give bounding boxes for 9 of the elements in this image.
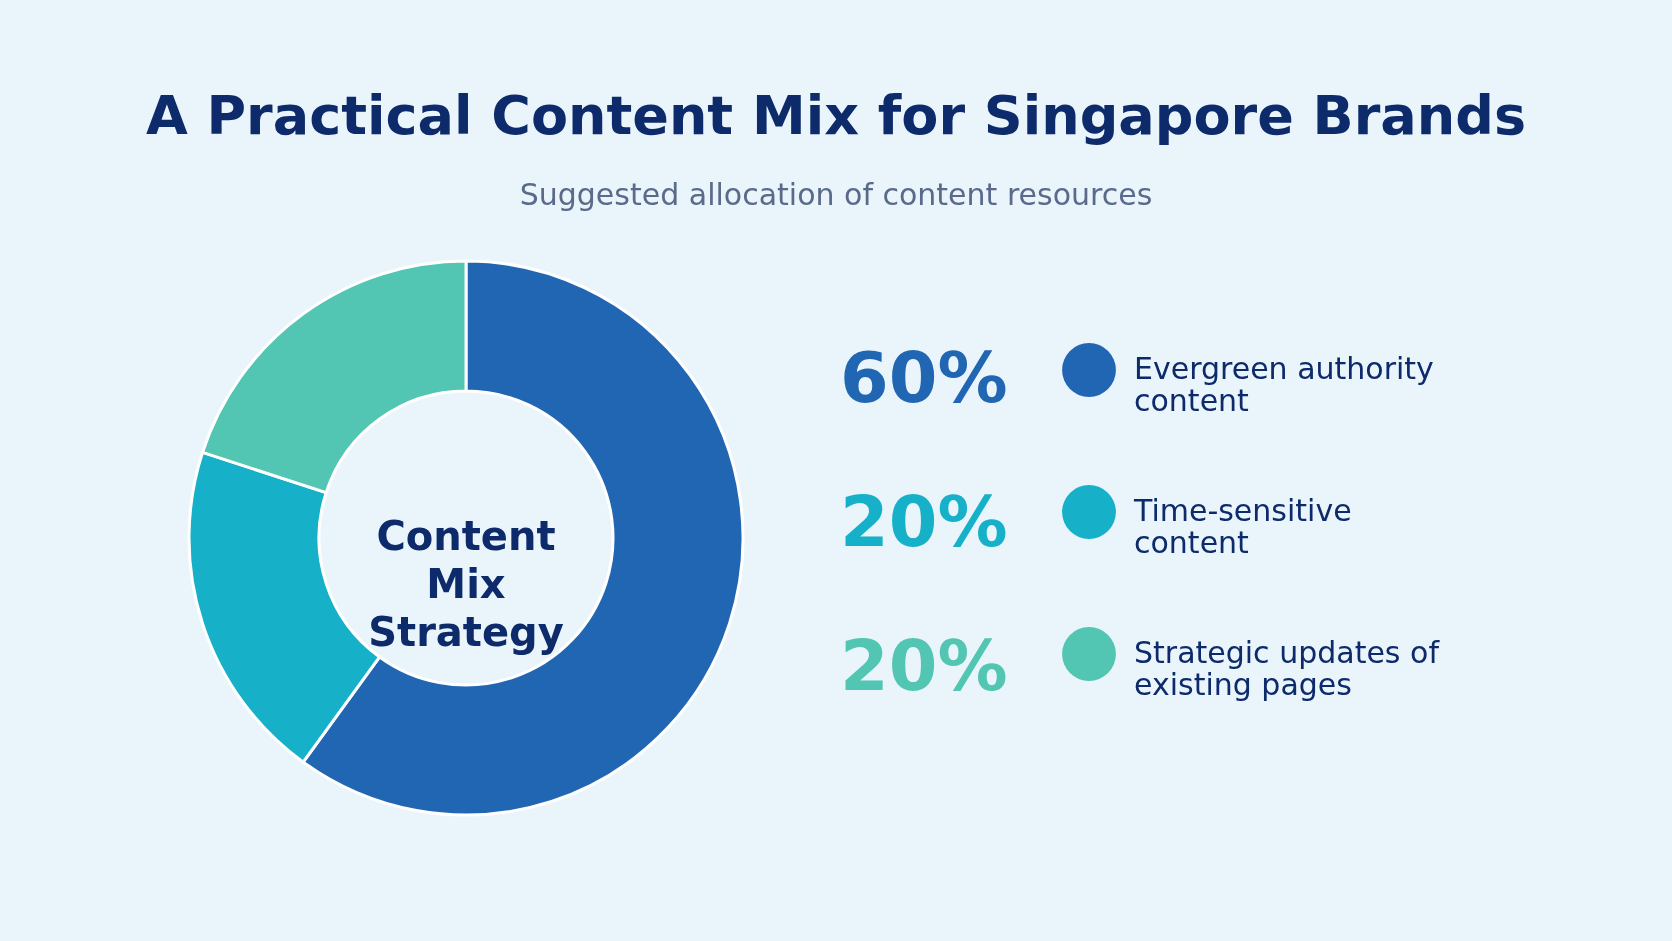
legend-label: Time-sensitive content [1133, 493, 1352, 560]
data-label: 20% [840, 625, 1008, 707]
chart-title: A Practical Content Mix for Singapore Brands [145, 84, 1527, 147]
chart-subtitle: Suggested allocation of content resources [519, 177, 1153, 212]
data-label: 60% [840, 337, 1008, 419]
data-label: 20% [840, 481, 1008, 563]
legend-label: Strategic updates of existing pages [1134, 635, 1441, 702]
legend-label: Evergreen authority content [1134, 351, 1434, 418]
text: Content Mix Strategy [368, 513, 564, 655]
